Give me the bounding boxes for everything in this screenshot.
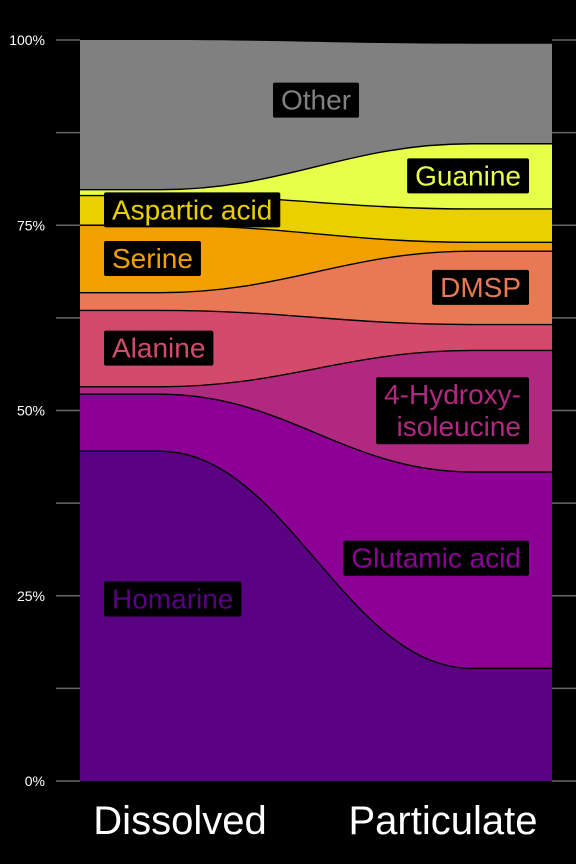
series-label-text: Other bbox=[281, 85, 351, 116]
series-label-background bbox=[432, 269, 529, 305]
series-label-other: Other bbox=[272, 82, 360, 118]
series-label-text: Aspartic acid bbox=[112, 194, 272, 225]
area-boundary-line bbox=[80, 309, 552, 326]
series-label-text: Serine bbox=[112, 243, 193, 274]
y-axis: 0% 25% 50% 75% 100% bbox=[9, 32, 576, 789]
series-label-alanine: Alanine bbox=[104, 330, 214, 366]
series-label-text: DMSP bbox=[440, 272, 521, 303]
area-boundary-line bbox=[80, 393, 552, 473]
series-label-text: isoleucine bbox=[396, 411, 521, 442]
y-tick-label: 100% bbox=[9, 32, 45, 48]
series-label-glutamic-acid: Glutamic acid bbox=[343, 540, 529, 576]
area-boundary-line bbox=[80, 349, 552, 388]
y-tick-label: 0% bbox=[25, 773, 45, 789]
series-label-homarine: Homarine bbox=[104, 581, 242, 617]
series-label-background bbox=[104, 240, 201, 276]
area-alanine bbox=[80, 310, 552, 387]
series-label-text: Alanine bbox=[112, 333, 205, 364]
area-layers bbox=[80, 40, 552, 781]
series-label-dmsp: DMSP bbox=[432, 269, 529, 305]
category-label-dissolved: Dissolved bbox=[93, 799, 266, 843]
series-label-aspartic-acid: Aspartic acid bbox=[104, 192, 281, 228]
series-label-background bbox=[104, 192, 281, 228]
series-label-serine: Serine bbox=[104, 240, 201, 276]
series-label-background bbox=[343, 540, 529, 576]
area-glutamic-acid bbox=[80, 394, 552, 669]
area-boundary-line bbox=[80, 143, 552, 191]
area-boundary-line bbox=[80, 450, 552, 670]
x-axis-categories: Dissolved Particulate bbox=[93, 799, 537, 843]
series-label-background bbox=[376, 377, 529, 445]
series-label-text: Homarine bbox=[112, 583, 233, 614]
series-label-guanine: Guanine bbox=[407, 158, 529, 194]
area-boundary-line bbox=[80, 250, 552, 294]
area-dmsp bbox=[80, 251, 552, 325]
area-homarine bbox=[80, 451, 552, 781]
series-label-text: Guanine bbox=[415, 160, 521, 191]
series-labels: Homarine Glutamic acid 4-Hydroxy-isoleucin… bbox=[104, 82, 529, 617]
series-label-background bbox=[104, 330, 214, 366]
series-label-4-hydroxy-isoleucine: 4-Hydroxy-isoleucine bbox=[376, 377, 529, 445]
category-label-particulate: Particulate bbox=[349, 799, 538, 843]
y-tick-label: 75% bbox=[17, 217, 45, 233]
series-label-background bbox=[407, 158, 529, 194]
y-tick-label: 50% bbox=[17, 403, 45, 419]
series-label-text: 4-Hydroxy- bbox=[384, 379, 521, 410]
series-label-background bbox=[272, 82, 360, 118]
series-label-text: Glutamic acid bbox=[351, 543, 521, 574]
y-tick-label: 25% bbox=[17, 588, 45, 604]
series-label-background bbox=[104, 581, 242, 617]
